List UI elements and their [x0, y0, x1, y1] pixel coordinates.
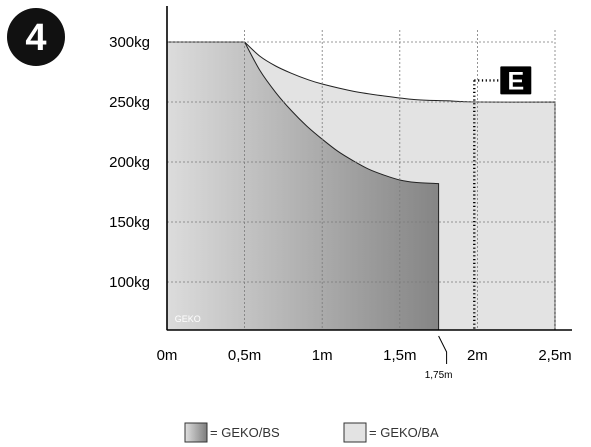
x-tick-label: 1m — [312, 347, 333, 364]
figure-number-circle — [7, 8, 65, 66]
marker-175-label: 1,75m — [425, 370, 453, 381]
x-tick-label: 2m — [467, 347, 488, 364]
chart-watermark: GEKO — [175, 314, 201, 324]
legend-label-geko-ba: = GEKO/BA — [369, 425, 439, 440]
axis-layer — [166, 6, 572, 331]
marker-175-leader — [438, 335, 448, 364]
legend-item-geko-bs: = GEKO/BS — [184, 422, 280, 443]
figure-number-badge: 4 — [7, 8, 65, 66]
legend-swatch-geko-ba — [343, 422, 367, 443]
x-tick-label: 2,5m — [538, 347, 571, 364]
legend-item-geko-ba: = GEKO/BA — [343, 422, 439, 443]
legend-swatch-geko-bs — [184, 422, 208, 443]
y-tick-label: 300kg — [109, 34, 150, 51]
badge-background — [500, 66, 532, 95]
series-area-geko-bs — [166, 41, 440, 331]
y-tick-label: 200kg — [109, 154, 150, 171]
x-tick-label: 0m — [157, 347, 178, 364]
annotation-layer: 1,75m E — [425, 66, 532, 381]
x-tick-label: 1,5m — [383, 347, 416, 364]
y-tick-label: 250kg — [109, 94, 150, 111]
badge-label: E — [507, 67, 524, 95]
y-tick-label: 150kg — [109, 214, 150, 231]
legend-label-geko-bs: = GEKO/BS — [210, 425, 280, 440]
legend: = GEKO/BS = GEKO/BA — [184, 422, 439, 443]
grid-layer — [167, 30, 556, 330]
figure-number: 4 — [25, 17, 46, 59]
y-tick-label: 100kg — [109, 274, 150, 291]
series-layer: GEKO — [166, 41, 556, 331]
x-tick-label: 0,5m — [228, 347, 261, 364]
label-layer: 100kg 150kg 200kg 250kg 300kg 0m 0,5m 1m 1,5m 2m 2… — [109, 34, 572, 364]
